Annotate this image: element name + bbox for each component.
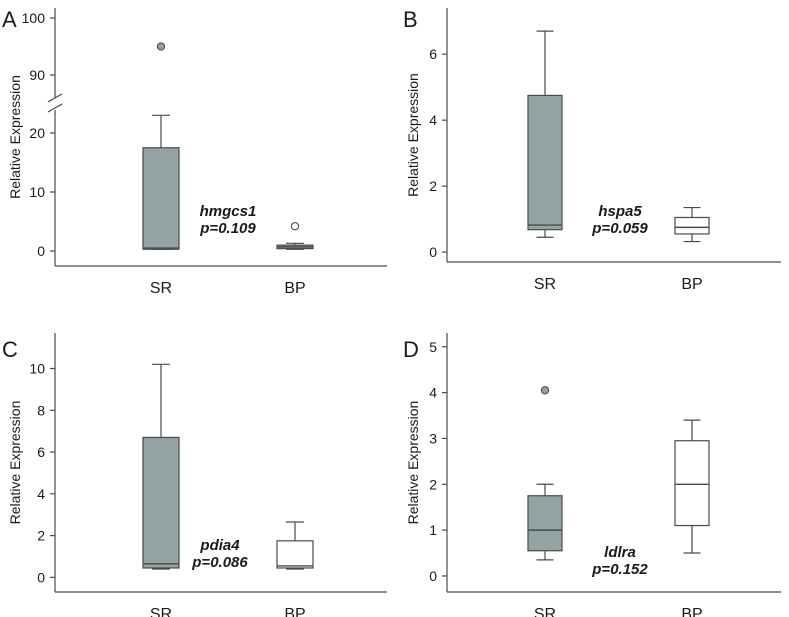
p-value-label: p=0.109 [199,220,256,237]
box-iqr [527,495,563,552]
x-category-label: BP [681,276,702,293]
y-tick-label: 2 [37,528,45,544]
y-tick-label: 6 [37,444,45,460]
y-tick-label: 0 [429,568,437,584]
y-tick-label: 6 [429,46,437,62]
outlier-point [290,222,300,231]
panel-letter: D [403,337,419,362]
y-tick-label: 5 [429,339,437,355]
y-tick-label: 0 [429,244,437,260]
y-tick-label: 2 [429,476,437,492]
x-category-label: SR [150,280,172,297]
box-iqr [142,147,180,250]
box-iqr [674,440,710,527]
y-axis-label: Relative Expression [7,401,23,525]
x-category-label: SR [534,276,556,293]
y-tick-label: 10 [29,184,45,200]
y-tick-label: 3 [429,430,437,446]
y-axis-label: Relative Expression [405,73,421,197]
x-category-label: BP [284,280,305,297]
box-iqr [527,94,563,231]
y-tick-label: 1 [429,522,437,538]
y-tick-label: 4 [37,486,45,502]
p-value-label: p=0.086 [191,554,248,571]
y-axis-label: Relative Expression [405,401,421,525]
y-tick-label: 8 [37,402,45,418]
box-iqr [674,216,710,235]
y-tick-label: 100 [22,10,46,26]
outlier-point [540,386,550,395]
panel-d: D 0 1 2 3 4 5 Relative Expression SR BP ldlrap=0.1… [403,333,781,617]
x-category-label: SR [150,606,172,617]
p-value-label: p=0.059 [591,220,648,237]
box-iqr [142,436,180,569]
axis-break-mark [47,103,63,113]
gene-label: hspa5 [598,203,642,220]
axis-break-mark [47,93,63,103]
box-iqr [276,540,314,569]
x-category-label: BP [284,606,305,617]
panel-letter: A [2,7,17,32]
p-value-label: p=0.152 [591,561,648,578]
outlier-point [156,42,166,51]
y-tick-label: 0 [37,243,45,259]
x-category-label: BP [681,606,702,617]
x-category-label: SR [534,606,556,617]
panel-letter: B [403,7,418,32]
y-tick-label: 90 [29,67,45,83]
panel-c: C 0 2 4 6 8 10 Relative Expression SR BP pdia4p=0.… [2,333,387,617]
y-axis-label: Relative Expression [7,75,23,199]
panel-letter: C [2,337,18,362]
gene-label: ldlra [604,544,636,561]
y-tick-label: 4 [429,112,437,128]
y-tick-label: 4 [429,385,437,401]
y-tick-label: 2 [429,178,437,194]
gene-label: hmgcs1 [200,203,257,220]
y-tick-label: 0 [37,569,45,585]
y-tick-label: 20 [29,125,45,141]
panel-a: A 0 10 20 90 100 Relative Expression SR BP hmgcs1… [2,7,387,297]
y-tick-label: 10 [29,361,45,377]
gene-label: pdia4 [199,537,240,554]
